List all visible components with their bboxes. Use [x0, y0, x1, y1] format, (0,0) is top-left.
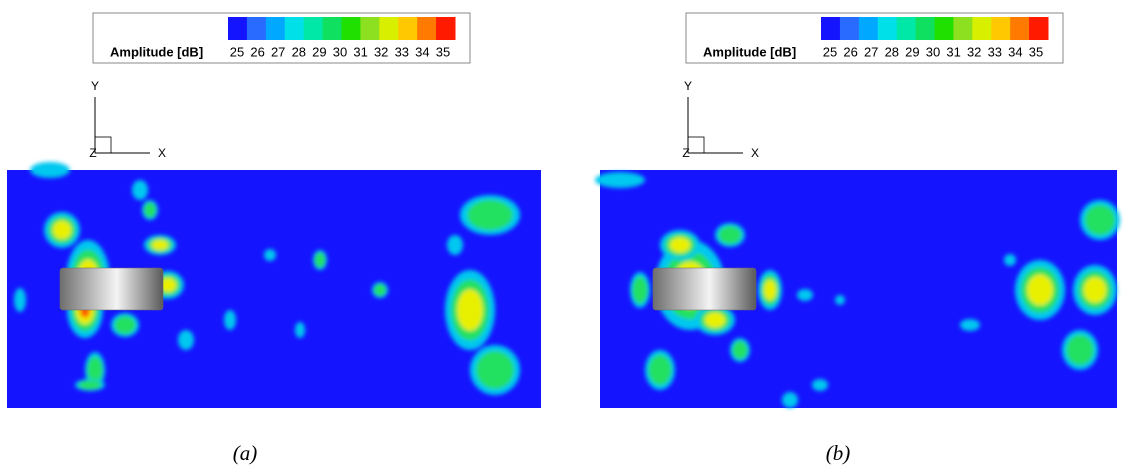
contour-blob: [812, 379, 828, 391]
colorbar-tick: 35: [436, 44, 450, 59]
contour-blob: [114, 316, 135, 334]
colorbar-swatch: [878, 17, 897, 40]
colorbar-swatch: [1010, 17, 1029, 40]
contour-blob: [224, 310, 236, 330]
contour-blob: [79, 380, 102, 389]
colorbar-swatch: [360, 17, 379, 40]
colorbar-swatch: [228, 17, 247, 40]
contour-blob: [467, 200, 513, 230]
contour-blob: [649, 355, 672, 385]
contour-blob: [178, 330, 194, 350]
axis-x-label: X: [158, 146, 166, 160]
colorbar-tick: 30: [333, 44, 347, 59]
contour-blob: [595, 172, 645, 188]
contour-blob: [705, 312, 726, 328]
axis-y-label: Y: [91, 79, 99, 93]
contour-blob: [132, 180, 148, 200]
colorbar-tick: 32: [967, 44, 981, 59]
figure: Amplitude [dB] 25 26 27 28 29 30 31 32 33 34 35 Y X Z (…: [0, 0, 1124, 468]
axis-x-label: X: [751, 146, 759, 160]
colorbar-tick: 26: [843, 44, 857, 59]
axis-y-label: Y: [684, 79, 692, 93]
contour-blob: [476, 351, 514, 389]
colorbar-tick: 28: [292, 44, 306, 59]
colorbar-swatch: [266, 17, 285, 40]
contour-blob: [447, 235, 463, 255]
contour-blob: [1084, 277, 1107, 303]
contour-blob: [732, 341, 747, 359]
legend-title: Amplitude [dB]: [703, 44, 796, 59]
colorbar-tick: 25: [230, 44, 244, 59]
colorbar-tick: 34: [1008, 44, 1022, 59]
contour-blob: [764, 280, 776, 301]
colorbar-swatch: [285, 17, 304, 40]
contour-blob: [30, 162, 70, 178]
contour-blob: [1066, 335, 1093, 365]
caption: (b): [826, 441, 851, 465]
contour-blob: [295, 322, 305, 338]
axis-box: [95, 137, 111, 153]
panel: Amplitude [dB] 25 26 27 28 29 30 31 32 33 34 35 Y X Z (…: [595, 13, 1120, 465]
colorbar-swatch: [991, 17, 1010, 40]
caption: (a): [233, 441, 258, 465]
colorbar-tick: 27: [864, 44, 878, 59]
colorbar-tick: 33: [988, 44, 1002, 59]
colorbar-tick: 25: [823, 44, 837, 59]
colorbar-swatch: [436, 17, 455, 40]
colorbar-swatch: [935, 17, 954, 40]
contour-blob: [835, 295, 845, 305]
colorbar-swatch: [1029, 17, 1048, 40]
contour-blob: [670, 237, 691, 253]
cylinder: [60, 268, 163, 310]
colorbar-swatch: [821, 17, 840, 40]
colorbar-swatch: [953, 17, 972, 40]
colorbar-swatch: [417, 17, 436, 40]
colorbar-tick: 30: [926, 44, 940, 59]
colorbar-tick: 34: [415, 44, 429, 59]
contour-blob: [1027, 274, 1053, 305]
colorbar-swatch: [323, 17, 342, 40]
contour-blob: [144, 202, 156, 217]
axis-z-label: Z: [682, 146, 689, 160]
contour-blob: [1004, 254, 1016, 266]
colorbar-swatch: [379, 17, 398, 40]
legend-title: Amplitude [dB]: [110, 44, 203, 59]
axis-z-label: Z: [89, 146, 96, 160]
colorbar-tick: 35: [1029, 44, 1043, 59]
contour-blob: [960, 319, 980, 331]
contour-blob: [797, 289, 813, 301]
contour-blob: [53, 221, 72, 240]
colorbar-swatch: [304, 17, 323, 40]
contour-blob: [315, 252, 326, 267]
contour-blob: [374, 284, 386, 296]
colorbar-tick: 31: [353, 44, 367, 59]
colorbar-tick: 27: [271, 44, 285, 59]
colorbar-tick: 29: [312, 44, 326, 59]
colorbar-tick: 31: [946, 44, 960, 59]
colorbar-tick: 28: [885, 44, 899, 59]
colorbar-swatch: [840, 17, 859, 40]
colorbar-swatch: [859, 17, 878, 40]
colorbar-swatch: [247, 17, 266, 40]
contour-blob: [1085, 205, 1115, 235]
colorbar-swatch: [398, 17, 417, 40]
colorbar-swatch: [342, 17, 361, 40]
contour-blob: [152, 240, 169, 250]
contour-blob: [264, 249, 276, 261]
contour-blob: [457, 289, 483, 331]
colorbar-swatch: [972, 17, 991, 40]
contour-blob: [782, 392, 798, 408]
colorbar-tick: 29: [905, 44, 919, 59]
contour-blob: [632, 276, 647, 303]
colorbar-swatch: [897, 17, 916, 40]
colorbar-tick: 32: [374, 44, 388, 59]
contour-blob: [719, 226, 742, 244]
colorbar-tick: 33: [395, 44, 409, 59]
colorbar-swatch: [916, 17, 935, 40]
axis-box: [688, 137, 704, 153]
contour-blob: [14, 288, 26, 312]
panel: Amplitude [dB] 25 26 27 28 29 30 31 32 33 34 35 Y X Z (…: [7, 13, 541, 465]
cylinder: [653, 268, 756, 310]
colorbar-tick: 26: [250, 44, 264, 59]
